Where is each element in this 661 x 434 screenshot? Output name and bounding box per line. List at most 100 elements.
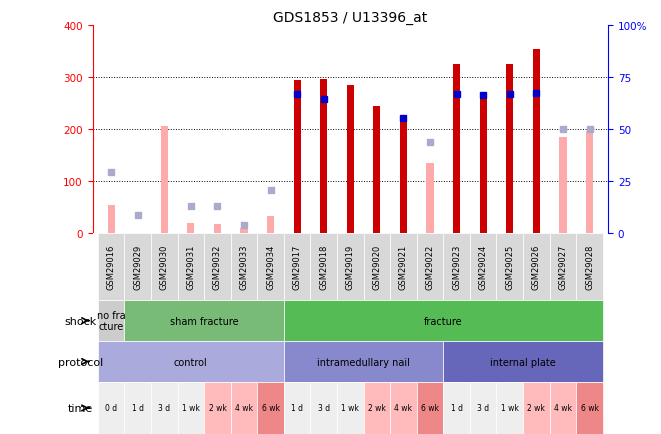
Bar [231,382,257,434]
Text: fracture: fracture [424,316,463,326]
Bar [550,382,576,434]
Bar [337,234,364,300]
Bar [559,138,566,234]
Bar [257,382,284,434]
Text: internal plate: internal plate [490,357,556,367]
Text: 3 d: 3 d [477,404,489,413]
Text: 3 d: 3 d [318,404,330,413]
Bar [257,234,284,300]
Text: GSM29025: GSM29025 [505,244,514,289]
Text: 1 d: 1 d [292,404,303,413]
Bar [347,86,354,234]
Text: 3 d: 3 d [158,404,171,413]
Bar [293,81,301,234]
Text: GSM29028: GSM29028 [585,244,594,290]
Bar [178,234,204,300]
Bar [311,234,337,300]
Text: GSM29023: GSM29023 [452,244,461,290]
Bar [311,382,337,434]
Bar [417,234,444,300]
Bar [214,225,221,234]
Bar [480,96,486,234]
Bar [470,234,496,300]
Text: 2 wk: 2 wk [208,404,226,413]
Text: no fra
cture: no fra cture [97,310,126,332]
Bar [161,126,168,234]
Text: GSM29029: GSM29029 [134,244,142,289]
Bar [320,79,327,234]
Bar [444,341,603,382]
Bar [337,382,364,434]
Text: GSM29026: GSM29026 [532,244,541,290]
Text: 1 wk: 1 wk [341,404,360,413]
Text: GSM29031: GSM29031 [186,244,196,290]
Bar [523,234,550,300]
Bar [444,234,470,300]
Text: 6 wk: 6 wk [580,404,598,413]
Text: 4 wk: 4 wk [395,404,412,413]
Bar [187,224,194,234]
Bar [284,341,444,382]
Bar [108,205,115,234]
Text: time: time [68,403,93,413]
Bar [124,300,284,341]
Text: 2 wk: 2 wk [527,404,545,413]
Text: protocol: protocol [58,357,103,367]
Text: 1 d: 1 d [451,404,463,413]
Bar [550,234,576,300]
Bar [124,382,151,434]
Text: 0 d: 0 d [105,404,117,413]
Text: GSM29030: GSM29030 [160,244,169,290]
Bar [98,234,124,300]
Bar [151,234,178,300]
Text: GSM29032: GSM29032 [213,244,222,290]
Bar [373,107,381,234]
Bar [204,382,231,434]
Text: control: control [174,357,208,367]
Bar [204,234,231,300]
Text: GSM29024: GSM29024 [479,244,488,289]
Bar [390,382,417,434]
Bar [523,382,550,434]
Text: GSM29033: GSM29033 [239,244,249,290]
Bar [364,234,390,300]
Text: 4 wk: 4 wk [235,404,253,413]
Bar [444,382,470,434]
Bar [98,382,124,434]
Text: sham fracture: sham fracture [170,316,239,326]
Text: GSM29017: GSM29017 [293,244,301,290]
Text: 1 wk: 1 wk [182,404,200,413]
Bar [470,382,496,434]
Text: GSM29019: GSM29019 [346,244,355,289]
Bar [151,382,178,434]
Text: GSM29027: GSM29027 [559,244,567,290]
Text: 6 wk: 6 wk [262,404,280,413]
Text: 4 wk: 4 wk [554,404,572,413]
Bar [98,300,124,341]
Text: shock: shock [65,316,97,326]
Bar [453,65,460,234]
Bar [284,382,311,434]
Bar [241,229,248,234]
Bar [506,65,514,234]
Text: GSM29022: GSM29022 [426,244,434,289]
Bar [98,341,284,382]
Bar [124,234,151,300]
Text: GSM29034: GSM29034 [266,244,275,290]
Text: GSM29020: GSM29020 [372,244,381,289]
Text: 1 wk: 1 wk [501,404,519,413]
Text: GSM29018: GSM29018 [319,244,329,290]
Text: 6 wk: 6 wk [421,404,439,413]
Text: intramedullary nail: intramedullary nail [317,357,410,367]
Bar [284,234,311,300]
Bar [364,382,390,434]
Text: GSM29016: GSM29016 [106,244,116,290]
Text: GSM29021: GSM29021 [399,244,408,289]
Bar [496,382,523,434]
Bar [426,164,434,234]
Text: 1 d: 1 d [132,404,143,413]
Bar [400,119,407,234]
Bar [284,300,603,341]
Bar [496,234,523,300]
Bar [267,217,274,234]
